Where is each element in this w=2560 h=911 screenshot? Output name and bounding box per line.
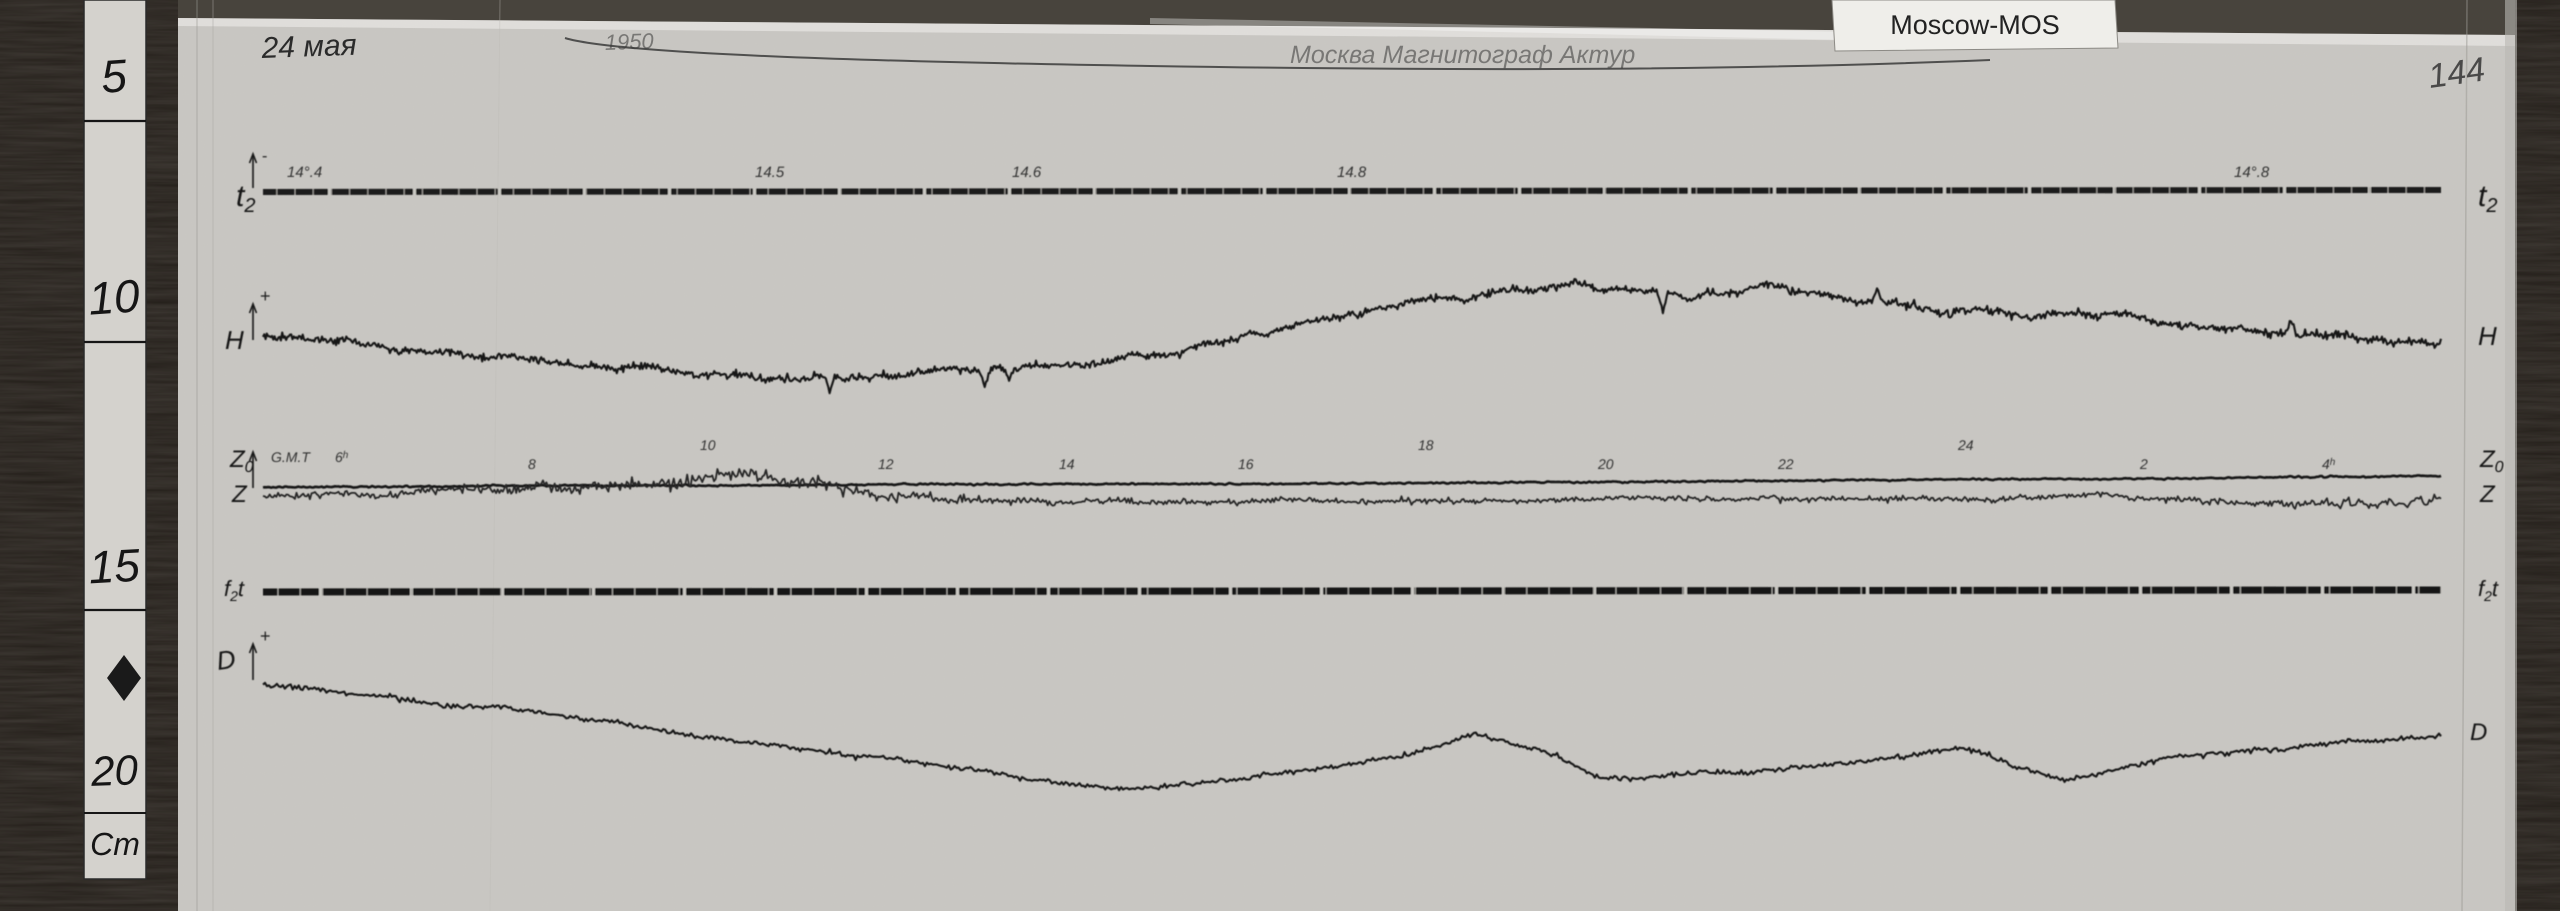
- svg-text:14.8: 14.8: [1337, 164, 1367, 181]
- svg-text:Cm: Cm: [90, 826, 140, 862]
- svg-text:H: H: [225, 325, 244, 355]
- svg-text:15: 15: [87, 539, 141, 594]
- svg-text:2: 2: [2139, 456, 2148, 472]
- svg-text:Z: Z: [231, 481, 248, 508]
- svg-text:24: 24: [1957, 437, 1974, 453]
- svg-text:+: +: [260, 286, 271, 306]
- svg-text:Moscow-MOS: Moscow-MOS: [1890, 10, 2060, 40]
- svg-text:G.M.T: G.M.T: [271, 449, 311, 465]
- svg-text:D: D: [2470, 719, 2487, 746]
- svg-text:H: H: [2478, 321, 2497, 351]
- svg-text:16: 16: [1238, 456, 1254, 472]
- svg-text:22: 22: [1777, 456, 1794, 472]
- svg-text:5: 5: [99, 49, 129, 103]
- svg-text:14.6: 14.6: [1012, 164, 1042, 181]
- svg-text:14°.8: 14°.8: [2234, 164, 2270, 181]
- svg-text:+: +: [260, 626, 271, 646]
- svg-text:Москва Магнитограф Актур: Москва Магнитограф Актур: [1290, 41, 1635, 69]
- svg-text:8: 8: [528, 456, 536, 472]
- svg-text:20: 20: [89, 746, 139, 795]
- svg-text:20: 20: [1597, 456, 1614, 472]
- svg-text:1950: 1950: [604, 28, 655, 55]
- svg-text:144: 144: [2426, 50, 2487, 96]
- svg-text:-: -: [262, 148, 267, 165]
- svg-text:10: 10: [87, 269, 142, 324]
- svg-text:14.5: 14.5: [755, 164, 785, 181]
- svg-text:14: 14: [1059, 456, 1075, 472]
- svg-text:14°.4: 14°.4: [287, 164, 322, 181]
- svg-text:Z: Z: [2479, 481, 2496, 508]
- svg-text:24 мая: 24 мая: [260, 29, 357, 65]
- svg-text:18: 18: [1418, 437, 1434, 453]
- svg-text:12: 12: [878, 456, 894, 472]
- svg-text:10: 10: [700, 437, 716, 453]
